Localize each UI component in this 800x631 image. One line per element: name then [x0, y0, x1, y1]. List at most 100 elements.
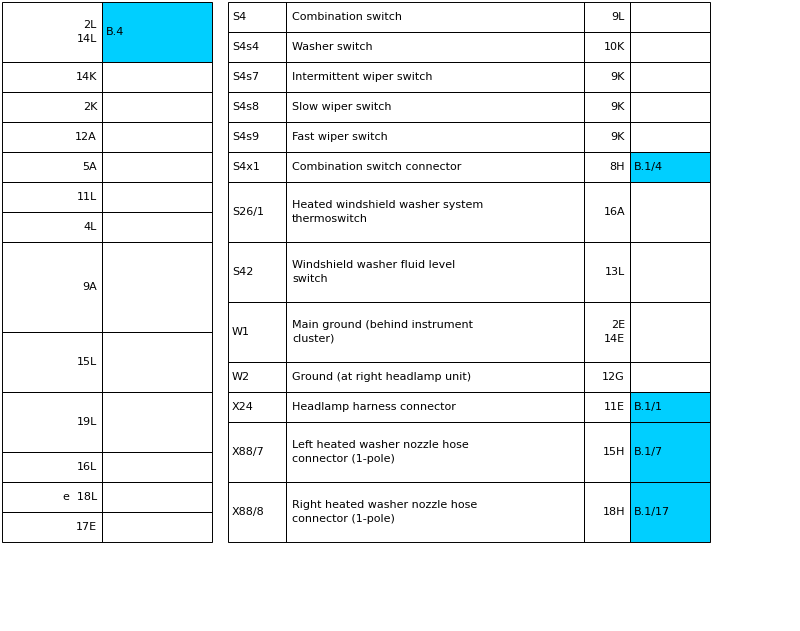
- Bar: [228, 2, 286, 32]
- Bar: [2, 122, 102, 152]
- Bar: [630, 152, 710, 182]
- Text: Heated windshield washer system
thermoswitch: Heated windshield washer system thermosw…: [292, 201, 483, 223]
- Text: Combination switch: Combination switch: [292, 12, 402, 22]
- Bar: [228, 152, 286, 182]
- Bar: [228, 482, 286, 542]
- Bar: [102, 92, 212, 122]
- Bar: [584, 302, 630, 362]
- Bar: [630, 122, 710, 152]
- Bar: [630, 482, 710, 542]
- Bar: [2, 152, 102, 182]
- Text: 8H: 8H: [610, 162, 625, 172]
- Bar: [228, 422, 286, 482]
- Bar: [286, 2, 584, 32]
- Bar: [584, 182, 630, 242]
- Text: S4s7: S4s7: [232, 72, 259, 82]
- Bar: [584, 32, 630, 62]
- Text: W1: W1: [232, 327, 250, 337]
- Bar: [630, 242, 710, 302]
- Text: S4s8: S4s8: [232, 102, 259, 112]
- Bar: [2, 2, 102, 62]
- Bar: [2, 62, 102, 92]
- Bar: [630, 32, 710, 62]
- Text: 18H: 18H: [602, 507, 625, 517]
- Bar: [228, 92, 286, 122]
- Bar: [286, 92, 584, 122]
- Text: X24: X24: [232, 402, 254, 412]
- Bar: [286, 482, 584, 542]
- Bar: [228, 182, 286, 242]
- Text: Combination switch connector: Combination switch connector: [292, 162, 462, 172]
- Text: Washer switch: Washer switch: [292, 42, 373, 52]
- Bar: [584, 422, 630, 482]
- Bar: [584, 92, 630, 122]
- Bar: [2, 392, 102, 452]
- Bar: [102, 452, 212, 482]
- Bar: [584, 242, 630, 302]
- Bar: [102, 62, 212, 92]
- Text: B.4: B.4: [106, 27, 124, 37]
- Text: S42: S42: [232, 267, 254, 277]
- Text: S26/1: S26/1: [232, 207, 264, 217]
- Text: 12A: 12A: [75, 132, 97, 142]
- Bar: [630, 182, 710, 242]
- Bar: [286, 122, 584, 152]
- Text: 12G: 12G: [602, 372, 625, 382]
- Text: S4s4: S4s4: [232, 42, 259, 52]
- Text: W2: W2: [232, 372, 250, 382]
- Bar: [286, 152, 584, 182]
- Bar: [2, 512, 102, 542]
- Bar: [228, 362, 286, 392]
- Text: 9K: 9K: [610, 102, 625, 112]
- Text: Windshield washer fluid level
switch: Windshield washer fluid level switch: [292, 261, 455, 283]
- Bar: [102, 212, 212, 242]
- Bar: [584, 122, 630, 152]
- Text: Fast wiper switch: Fast wiper switch: [292, 132, 388, 142]
- Bar: [228, 62, 286, 92]
- Text: Right heated washer nozzle hose
connector (1-pole): Right heated washer nozzle hose connecto…: [292, 500, 478, 524]
- Bar: [102, 122, 212, 152]
- Text: 10K: 10K: [604, 42, 625, 52]
- Bar: [2, 482, 102, 512]
- Text: 16L: 16L: [77, 462, 97, 472]
- Bar: [286, 62, 584, 92]
- Bar: [584, 152, 630, 182]
- Text: B.1/7: B.1/7: [634, 447, 663, 457]
- Bar: [102, 182, 212, 212]
- Text: Left heated washer nozzle hose
connector (1-pole): Left heated washer nozzle hose connector…: [292, 440, 469, 464]
- Bar: [286, 32, 584, 62]
- Text: 14K: 14K: [76, 72, 97, 82]
- Text: 9A: 9A: [82, 282, 97, 292]
- Bar: [2, 182, 102, 212]
- Bar: [630, 392, 710, 422]
- Bar: [2, 212, 102, 242]
- Bar: [630, 62, 710, 92]
- Bar: [2, 332, 102, 392]
- Text: 16A: 16A: [603, 207, 625, 217]
- Text: X88/8: X88/8: [232, 507, 265, 517]
- Text: 9K: 9K: [610, 72, 625, 82]
- Bar: [630, 392, 710, 422]
- Text: S4s9: S4s9: [232, 132, 259, 142]
- Bar: [630, 362, 710, 392]
- Text: e  18L: e 18L: [62, 492, 97, 502]
- Text: 5A: 5A: [82, 162, 97, 172]
- Bar: [286, 392, 584, 422]
- Bar: [286, 362, 584, 392]
- Text: 15L: 15L: [77, 357, 97, 367]
- Bar: [286, 302, 584, 362]
- Text: S4x1: S4x1: [232, 162, 260, 172]
- Bar: [286, 422, 584, 482]
- Text: Main ground (behind instrument
cluster): Main ground (behind instrument cluster): [292, 321, 473, 344]
- Text: X88/7: X88/7: [232, 447, 265, 457]
- Text: 9L: 9L: [612, 12, 625, 22]
- Text: 11L: 11L: [77, 192, 97, 202]
- Bar: [102, 392, 212, 452]
- Bar: [584, 2, 630, 32]
- Bar: [102, 242, 212, 332]
- Bar: [102, 512, 212, 542]
- Bar: [584, 362, 630, 392]
- Bar: [228, 32, 286, 62]
- Text: 17E: 17E: [76, 522, 97, 532]
- Text: Headlamp harness connector: Headlamp harness connector: [292, 402, 456, 412]
